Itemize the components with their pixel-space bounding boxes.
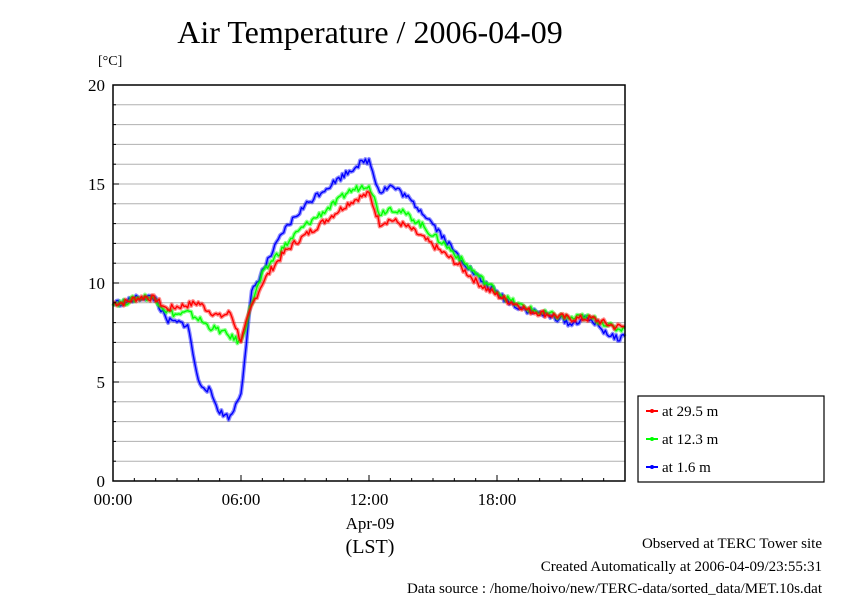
footer-source: Data source : /home/hoivo/new/TERC-data/… <box>406 581 822 597</box>
legend-marker <box>650 465 654 469</box>
footer-observed: Observed at TERC Tower site <box>641 536 822 552</box>
chart-title: Air Temperature / 2006-04-09 <box>177 14 563 50</box>
y-tick-label: 0 <box>97 472 106 491</box>
footer-created: Created Automatically at 2006-04-09/23:5… <box>540 559 822 575</box>
y-axis-label: [°C] <box>98 54 123 69</box>
x-tick-label: 00:00 <box>94 490 133 509</box>
series-line <box>112 158 626 421</box>
legend-label: at 1.6 m <box>662 460 711 476</box>
legend-box <box>637 395 825 483</box>
legend-marker <box>650 437 654 441</box>
x-axis-date-label: Apr-09 <box>345 514 395 533</box>
legend: at 29.5 m at 12.3 m at 1.6 m <box>637 395 825 483</box>
series-layer <box>111 157 627 422</box>
y-ticks: 0 5 10 15 20 <box>88 76 119 491</box>
x-axis-zone-label: (LST) <box>345 536 395 558</box>
x-tick-label: 18:00 <box>478 490 517 509</box>
x-ticks: 00:00 06:00 12:00 18:00 <box>94 475 626 509</box>
y-tick-label: 15 <box>88 175 105 194</box>
chart-grid <box>113 104 625 462</box>
y-tick-label: 10 <box>88 274 105 293</box>
series-halo <box>112 189 626 344</box>
series-line <box>112 190 626 343</box>
legend-label: at 12.3 m <box>662 432 719 448</box>
series-halo <box>111 183 627 346</box>
legend-label: at 29.5 m <box>662 404 719 420</box>
x-tick-label: 12:00 <box>350 490 389 509</box>
legend-marker <box>650 409 654 413</box>
x-tick-label: 06:00 <box>222 490 261 509</box>
y-tick-label: 5 <box>97 373 106 392</box>
y-tick-label: 20 <box>88 76 105 95</box>
series-line <box>112 184 626 345</box>
